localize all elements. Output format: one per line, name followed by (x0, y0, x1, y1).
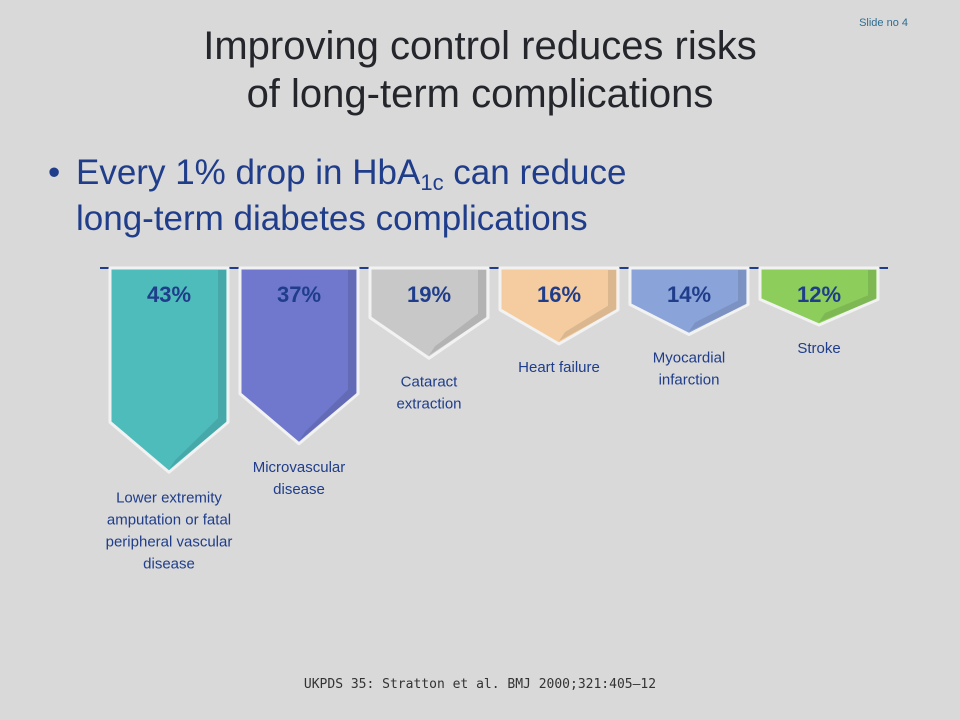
title-line-2: of long-term complications (246, 72, 714, 116)
bullet-line1-prefix: Every 1% drop in HbA (76, 153, 421, 192)
chart-category-label: Microvascular (253, 459, 346, 476)
slide-title: Improving control reduces risks of long-… (110, 22, 850, 118)
chart-bar-shade (559, 270, 616, 341)
chart-bar (368, 266, 490, 360)
chart-bar-group: 43% Lower extremity amputation or fatal per… (106, 266, 233, 572)
chart-category-label: disease (273, 481, 325, 498)
chart-bar-group: 37% Microvascular disease (238, 266, 360, 498)
chart-bar (108, 266, 230, 474)
chart-value-label: 14% (667, 282, 711, 307)
chart-category-label: peripheral vascular (106, 533, 233, 550)
bullet-dot-icon: • (48, 153, 61, 192)
chart-bar-group: 14% Myocardial infarction (628, 266, 750, 389)
bullet-line1-suffix: can reduce (443, 153, 627, 192)
chart-bar-shade (819, 270, 876, 322)
chart-bar-group: 16% Heart failure (498, 266, 620, 376)
chart-bar (758, 266, 880, 327)
chart-value-label: 43% (147, 282, 191, 307)
chart-value-label: 16% (537, 282, 581, 307)
slide-number: Slide no 4 (859, 17, 908, 29)
chart-bar-group: 19% Cataract extraction (368, 266, 490, 412)
chart-value-label: 19% (407, 282, 451, 307)
chart-value-label: 37% (277, 282, 321, 307)
chart-bar (628, 266, 750, 336)
bullet-point: • Every 1% drop in HbA1c can reduce long-… (48, 150, 888, 242)
chart-category-label: Cataract (401, 373, 459, 390)
chart-bar-group: 12% Stroke (758, 266, 880, 357)
title-line-1: Improving control reduces risks (203, 24, 757, 68)
chart-category-label: Heart failure (518, 359, 600, 376)
chart-value-label: 12% (797, 282, 841, 307)
chart-category-label: disease (143, 555, 195, 572)
chart-category-label: Lower extremity (116, 489, 222, 506)
chart-bar-shade (299, 270, 356, 441)
chart-category-label: Myocardial (653, 350, 726, 367)
chart-bar-shade (429, 270, 486, 356)
chart-category-label: Stroke (797, 340, 840, 357)
chart-bar-shade (169, 270, 226, 470)
bullet-line2: long-term diabetes complications (76, 199, 588, 238)
citation-footer: UKPDS 35: Stratton et al. BMJ 2000;321:4… (303, 677, 657, 692)
chart-category-label: amputation or fatal (107, 511, 231, 528)
bullet-text: Every 1% drop in HbA1c can reduce long-te… (76, 150, 888, 242)
chart-category-label: extraction (396, 395, 461, 412)
chart-category-label: infarction (659, 372, 720, 389)
chart-bar (498, 266, 620, 346)
bullet-subscript: 1c (420, 170, 444, 195)
chart-bar-shade (689, 270, 746, 332)
chart-bar (238, 266, 360, 446)
